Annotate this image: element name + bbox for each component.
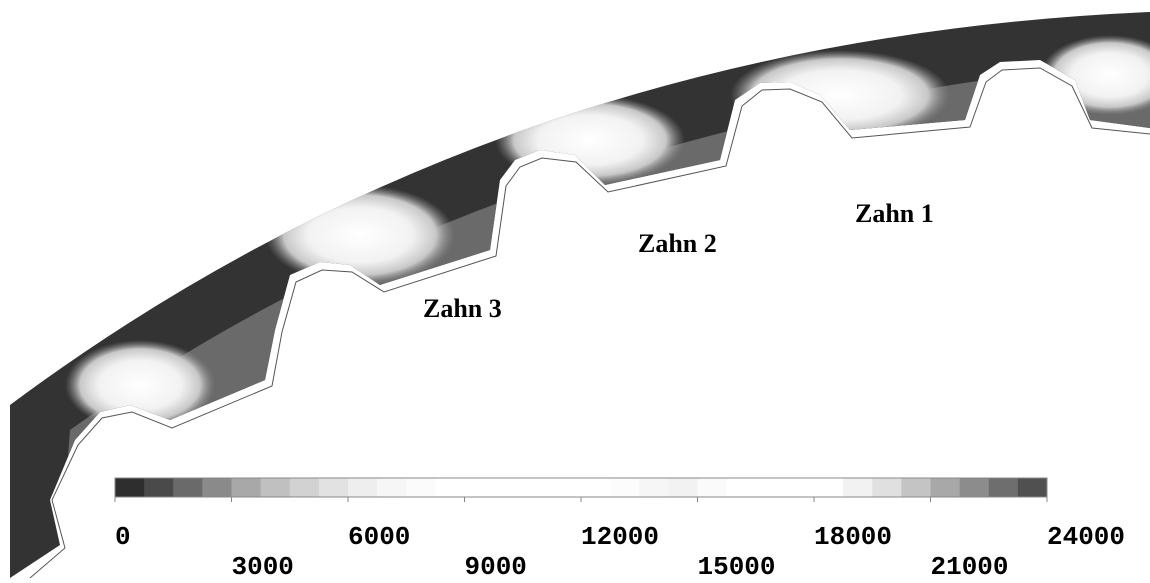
colorbar-band [348,478,378,497]
colorbar-band [318,478,349,497]
lobe [495,95,685,185]
tooth-label: Zahn 1 [855,199,934,228]
colorbar-band [173,478,203,497]
colorbar: 0 3000 6000 9000 12000 15000 18000 21000 24000 [114,477,1125,582]
colorbar-tick-label: 24000 [1047,522,1125,552]
colorbar-tick-label: 6000 [348,522,410,552]
colorbar-band [522,478,553,497]
colorbar-band [377,478,407,497]
lobe [265,185,455,285]
tooth-label: Zahn 2 [638,229,717,258]
colorbar-band [639,478,669,497]
colorbar-band [610,478,640,497]
colorbar-band [1017,478,1048,497]
colorbar-tick-label: 15000 [698,552,776,578]
colorbar-tick-label: 21000 [931,552,1009,578]
tooth-label: Zahn 3 [423,294,502,323]
colorbar-band [814,478,844,497]
colorbar-band [202,478,232,497]
colorbar-band [872,478,902,497]
colorbar-band [930,478,961,497]
colorbar-band [435,478,465,497]
rotor-outline [29,67,1150,579]
colorbar-band [231,478,262,497]
colorbar-band [988,478,1019,497]
colorbar-band [784,478,815,497]
colorbar-tick-label: 18000 [814,522,892,552]
colorbar-band [959,478,990,497]
lobe [65,340,215,430]
colorbar-tick-label: 12000 [581,522,659,552]
colorbar-band [581,478,611,497]
colorbar-band [697,478,728,497]
colorbar-band [144,478,174,497]
colorbar-band [289,478,320,497]
colorbar-tick-label: 0 [115,522,131,552]
colorbar-band [551,478,582,497]
lobe [730,50,950,140]
colorbar-band [726,478,757,497]
colorbar-tick-label: 3000 [232,552,294,578]
colorbar-band [406,478,436,497]
colorbar-band [464,478,495,497]
colorbar-tick-label: 9000 [465,552,527,578]
colorbar-band [668,478,698,497]
colorbar-band [493,478,524,497]
colorbar-band [260,478,291,497]
colorbar-band [843,478,873,497]
colorbar-band [755,478,786,497]
colorbar-band [115,478,145,497]
colorbar-band [901,478,931,497]
